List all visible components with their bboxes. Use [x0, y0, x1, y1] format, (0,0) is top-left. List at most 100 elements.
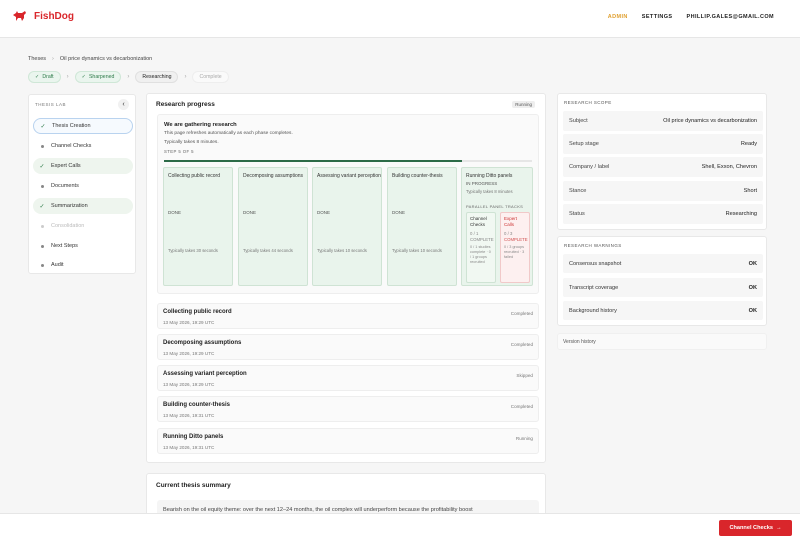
scope-row-setup-stage: Setup stage Ready — [563, 134, 763, 154]
sidebar-item-label: Channel Checks — [51, 143, 92, 149]
bottom-action-bar: Channel Checks → — [0, 513, 800, 540]
dot-icon — [40, 224, 44, 228]
sidebar-item-next-steps[interactable]: Next Steps — [33, 238, 133, 254]
version-history-toggle[interactable]: Version history — [557, 333, 767, 350]
phase-title: Decomposing assumptions — [243, 173, 304, 179]
warning-row: Transcript coverage OK — [563, 278, 763, 297]
phase-row[interactable]: Assessing variant perception 13 May 2026… — [157, 365, 539, 391]
sidebar-item-expert-calls[interactable]: ✓ Expert Calls — [33, 158, 133, 174]
gathering-title: We are gathering research — [164, 122, 237, 128]
phase-row[interactable]: Running Ditto panels 13 May 2026, 19:31 … — [157, 428, 539, 454]
phase-card: Collecting public record DONE Typically … — [163, 167, 233, 286]
nav-user-link[interactable]: PHILLIP.GALES@GMAIL.COM — [686, 14, 774, 20]
collapse-sidebar-button[interactable]: ‹ — [118, 99, 129, 110]
row-status: Completed — [510, 342, 533, 347]
breadcrumb-root[interactable]: Theses — [28, 56, 47, 62]
step-sharpened[interactable]: ✓ Sharpened — [74, 71, 122, 83]
phase-status: DONE — [317, 210, 331, 215]
phase-card: Assessing variant perception DONE Typica… — [312, 167, 382, 286]
phase-title: Building counter-thesis — [392, 173, 443, 179]
track-title: Channel Checks — [470, 216, 487, 227]
dog-logo-icon — [13, 11, 26, 21]
track-note: 0 / 1 studies complete · 0 / 1 groups re… — [470, 245, 491, 264]
step-label: Complete — [199, 74, 222, 80]
scope-value: Short — [743, 188, 757, 194]
warning-key: Background history — [569, 308, 617, 314]
phase-duration: Typically takes 8 minutes — [466, 189, 513, 194]
breadcrumb: Theses › Oil price dynamics vs decarboni… — [28, 56, 152, 62]
check-icon: ✓ — [40, 123, 46, 130]
breadcrumb-current: Oil price dynamics vs decarbonization — [59, 56, 153, 62]
sidebar-item-channel-checks[interactable]: Channel Checks — [33, 138, 133, 154]
step-complete[interactable]: Complete — [192, 71, 229, 83]
warning-row: Background history OK — [563, 301, 763, 320]
top-nav: ADMIN SETTINGS PHILLIP.GALES@GMAIL.COM — [608, 14, 774, 20]
row-timestamp: 13 May 2026, 19:29 UTC — [163, 382, 215, 387]
row-title: Building counter-thesis — [163, 402, 231, 408]
sidebar-item-thesis-creation[interactable]: ✓ Thesis Creation — [33, 118, 133, 134]
check-icon: ✓ — [35, 74, 40, 80]
gathering-duration: Typically takes 8 minutes. — [164, 140, 219, 145]
sidebar-item-label: Thesis Creation — [52, 123, 91, 129]
phase-status: DONE — [243, 210, 257, 215]
research-warnings-card: RESEARCH WARNINGS Consensus snapshot OK T… — [557, 236, 767, 326]
sidebar-item-label: Consolidation — [51, 223, 85, 229]
sidebar-item-audit[interactable]: Audit — [33, 258, 133, 272]
research-warnings-title: RESEARCH WARNINGS — [564, 243, 622, 248]
step-counter: STEP 5 OF 5 — [164, 149, 194, 154]
sidebar-item-consolidation: Consolidation — [33, 218, 133, 234]
step-draft[interactable]: ✓ Draft — [28, 71, 61, 83]
row-timestamp: 13 May 2026, 19:31 UTC — [163, 413, 215, 418]
phase-title: Running Ditto panels — [466, 173, 513, 179]
check-icon: ✓ — [81, 74, 86, 80]
track-expert-calls[interactable]: Expert Calls 0 / 3 COMPLETE 0 / 3 groups… — [500, 212, 530, 283]
phase-duration: Typically takes 10 seconds — [392, 248, 442, 253]
row-timestamp: 13 May 2026, 19:29 UTC — [163, 320, 215, 325]
track-state: COMPLETE — [504, 237, 528, 242]
progress-bar-fill — [164, 160, 463, 162]
phase-row[interactable]: Building counter-thesis 13 May 2026, 19:… — [157, 396, 539, 422]
sidebar-item-documents[interactable]: Documents — [33, 178, 133, 194]
nav-settings-link[interactable]: SETTINGS — [641, 14, 673, 20]
track-channel-checks[interactable]: Channel Checks 0 / 1 COMPLETE 0 / 1 stud… — [466, 212, 496, 283]
chevron-left-icon: ‹ — [122, 101, 125, 108]
gathering-subtitle: This page refreshes automatically as eac… — [164, 131, 293, 136]
dot-icon — [40, 244, 44, 248]
top-header: FishDog ADMIN SETTINGS PHILLIP.GALES@GMA… — [0, 0, 800, 38]
phase-status: DONE — [168, 210, 182, 215]
channel-checks-button-label: Channel Checks — [729, 525, 773, 531]
nav-admin-link[interactable]: ADMIN — [607, 14, 628, 20]
phase-card: Decomposing assumptions DONE Typically t… — [238, 167, 308, 286]
step-researching[interactable]: Researching — [135, 71, 179, 83]
track-state: COMPLETE — [470, 237, 494, 242]
row-title: Running Ditto panels — [163, 434, 224, 440]
phase-card-running: Running Ditto panels IN PROGRESS Typical… — [461, 167, 533, 286]
row-status: Completed — [510, 404, 533, 409]
dot-icon — [40, 144, 44, 148]
thesis-summary-text: Bearish on the oil equity theme: over th… — [163, 507, 473, 513]
step-label: Researching — [142, 74, 172, 80]
scope-value: Shell, Exxon, Chevron — [701, 164, 757, 170]
row-timestamp: 13 May 2026, 19:29 UTC — [163, 351, 215, 356]
scope-row-company: Company / label Shell, Exxon, Chevron — [563, 157, 763, 177]
track-title: Expert Calls — [504, 216, 518, 227]
phase-row[interactable]: Collecting public record 13 May 2026, 19… — [157, 303, 539, 329]
thesis-stepper: ✓ Draft › ✓ Sharpened › Researching › Comp… — [28, 71, 229, 83]
brand-logo[interactable]: FishDog — [12, 10, 74, 22]
check-icon: ✓ — [39, 163, 45, 170]
row-status: Running — [515, 436, 533, 441]
channel-checks-button[interactable]: Channel Checks → — [719, 520, 792, 536]
tracks-title: PARALLEL PANEL TRACKS — [466, 204, 524, 209]
scope-value: Oil price dynamics vs decarbonization — [663, 118, 757, 124]
scope-key: Stance — [569, 188, 587, 194]
sidebar-item-label: Documents — [51, 183, 79, 189]
sidebar-item-summarization[interactable]: ✓ Summarization — [33, 198, 133, 214]
check-icon: ✓ — [39, 203, 45, 210]
brand-name: FishDog — [34, 10, 74, 22]
sidebar-item-label: Expert Calls — [51, 163, 81, 169]
research-scope-card: RESEARCH SCOPE Subject Oil price dynamics… — [557, 93, 767, 230]
chevron-right-icon: › — [127, 74, 130, 80]
research-scope-title: RESEARCH SCOPE — [564, 100, 612, 105]
phase-title: Collecting public record — [168, 173, 220, 179]
phase-row[interactable]: Decomposing assumptions 13 May 2026, 19:… — [157, 334, 539, 360]
